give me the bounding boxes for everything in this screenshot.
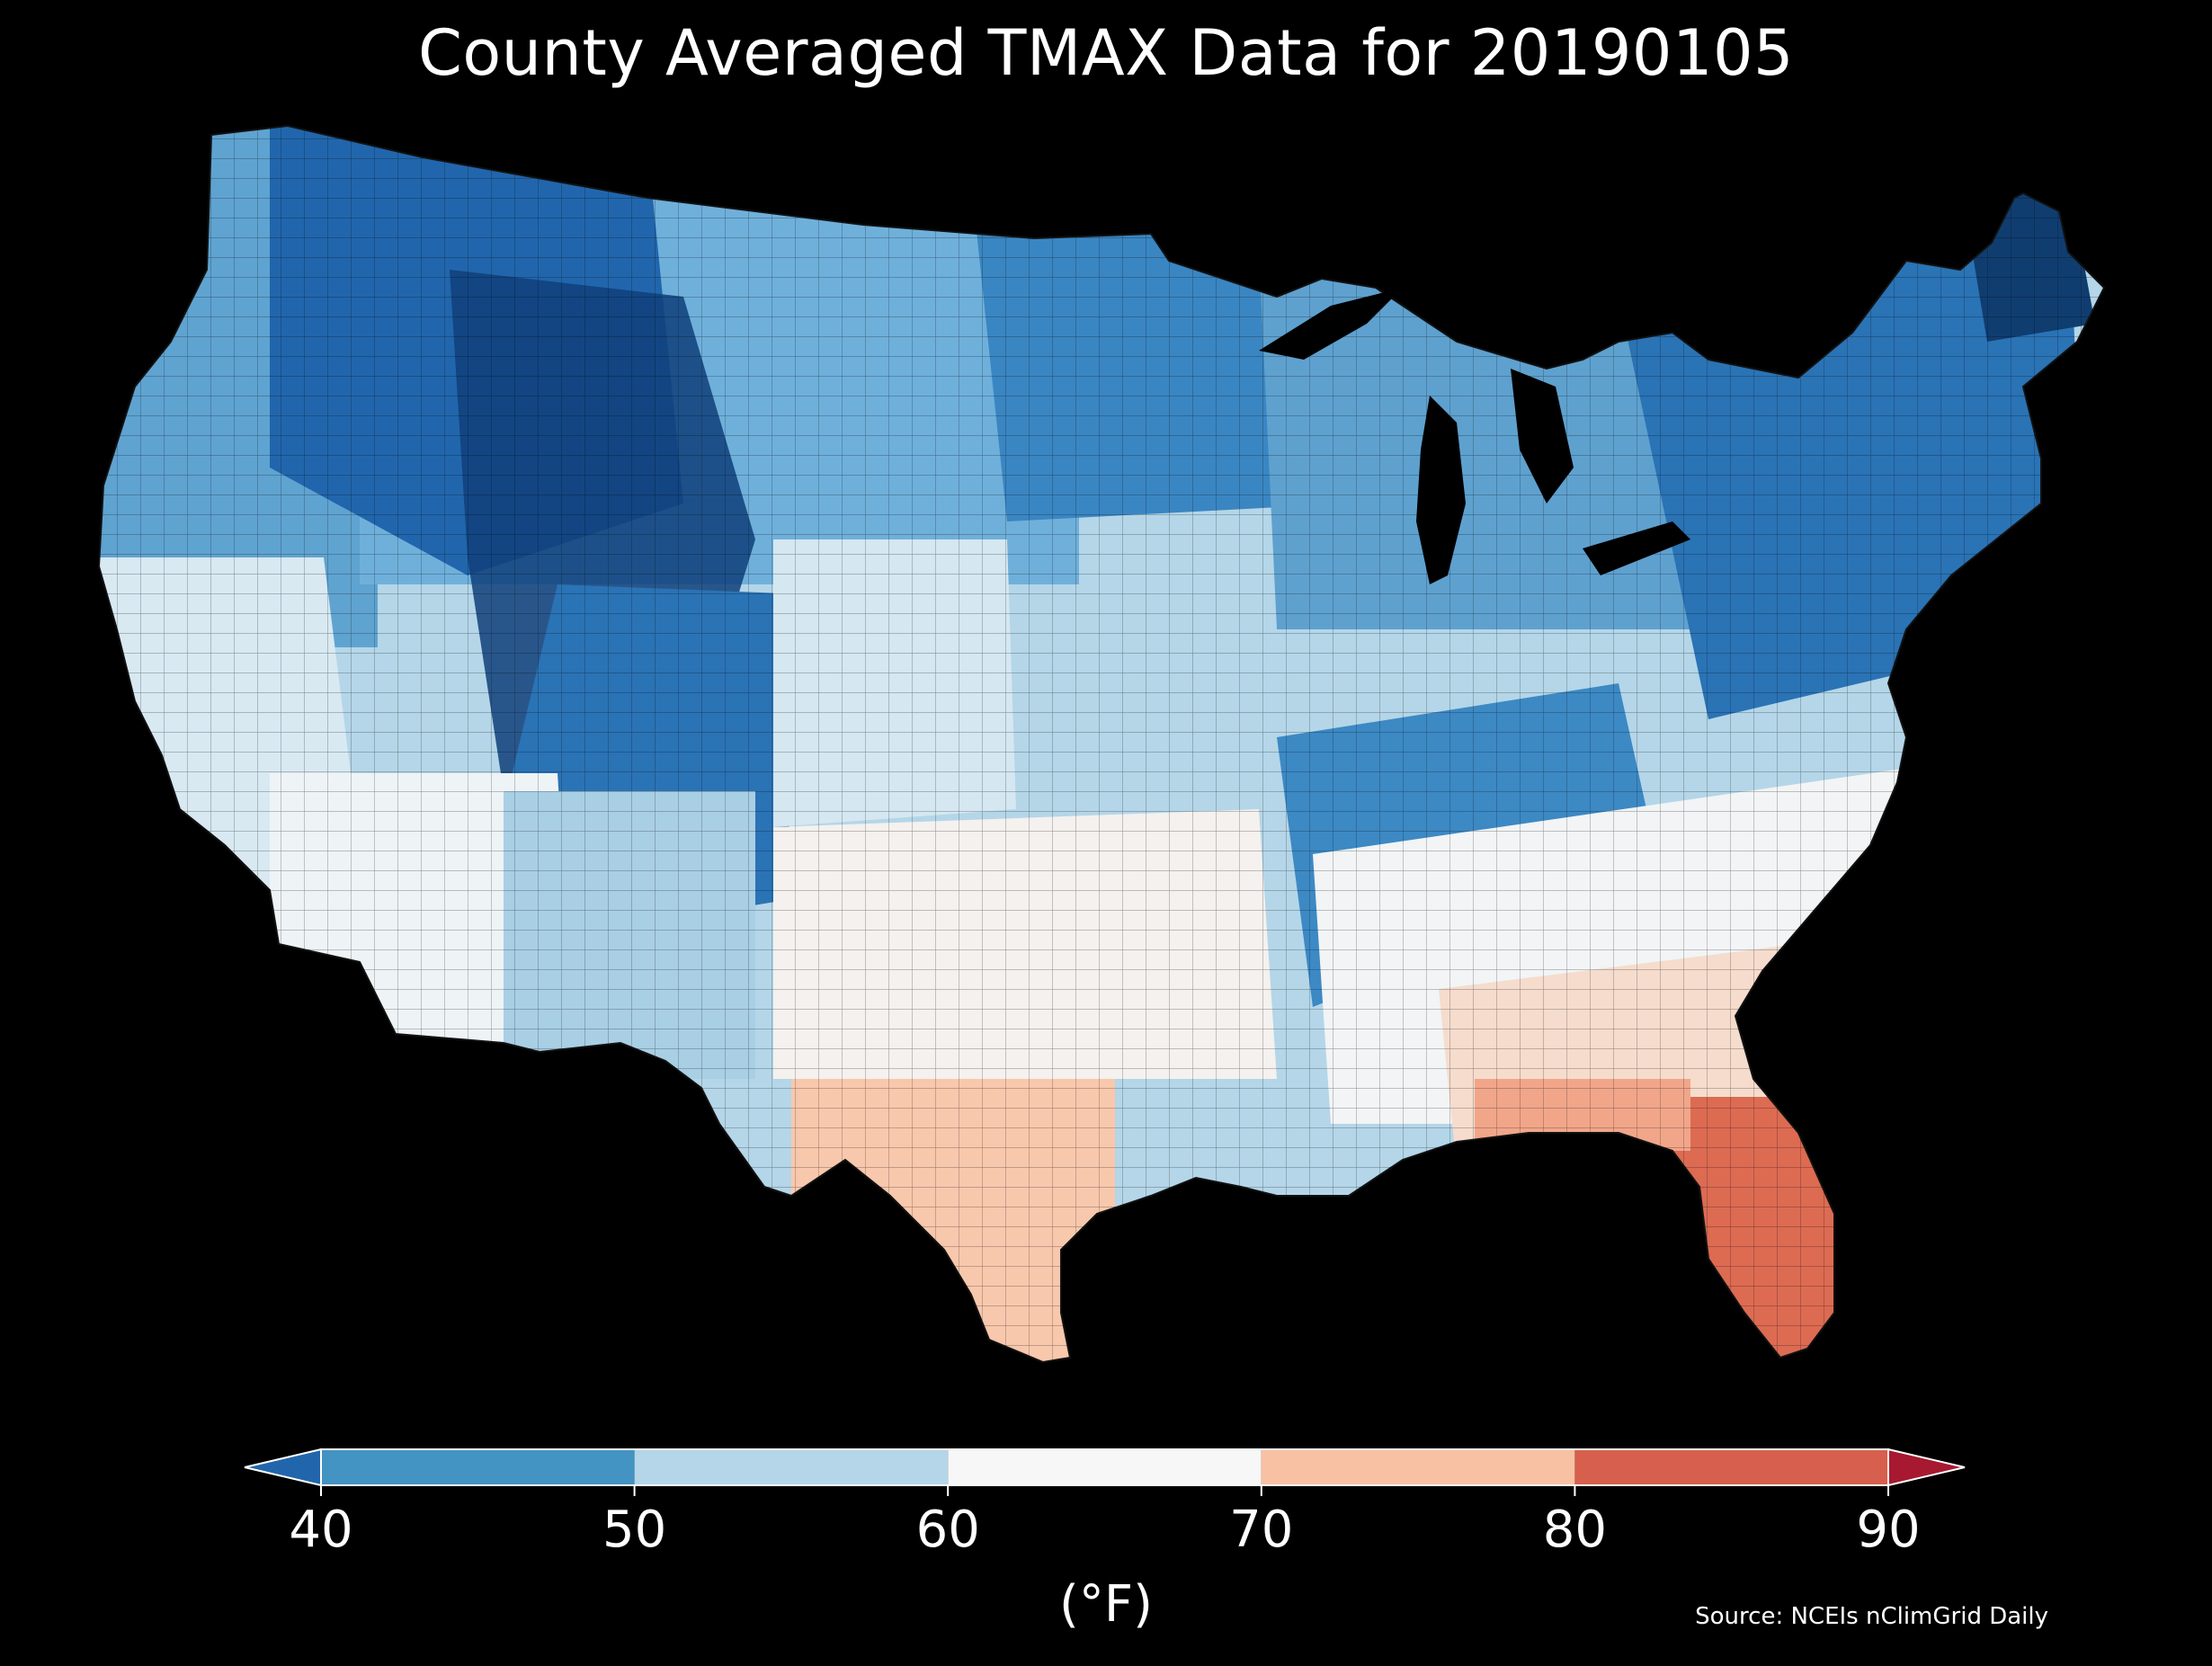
map-title: County Averaged TMAX Data for 20190105 (417, 16, 1795, 90)
colorbar-tick-label: 40 (289, 1501, 352, 1559)
colorbar-bin (948, 1449, 1262, 1485)
colorbar-tick-label: 80 (1543, 1501, 1607, 1559)
us-county-map (98, 125, 2105, 1363)
lake-erie (1583, 521, 1690, 575)
lake-huron (1511, 369, 1574, 503)
colorbar-tick-label: 50 (602, 1501, 666, 1559)
colorbar-tick-label: 60 (916, 1501, 980, 1559)
lake-michigan (1416, 396, 1466, 584)
source-credit: Source: NCEIs nClimGrid Daily (1695, 1603, 2048, 1630)
colorbar-label: (°F) (1059, 1575, 1153, 1634)
colorbar-tick-label: 90 (1856, 1501, 1920, 1559)
lake-superior (1259, 288, 1403, 360)
colorbar-bin (1261, 1449, 1575, 1485)
colorbar-extend-high (1887, 1448, 1966, 1487)
colorbar-bin (1574, 1449, 1888, 1485)
colorbar-extend-low (244, 1448, 322, 1487)
colorbar-bin (321, 1449, 635, 1485)
colorbar-frame (320, 1448, 1889, 1486)
colorbar-bin (634, 1449, 949, 1485)
colorbar-tick-label: 70 (1229, 1501, 1293, 1559)
